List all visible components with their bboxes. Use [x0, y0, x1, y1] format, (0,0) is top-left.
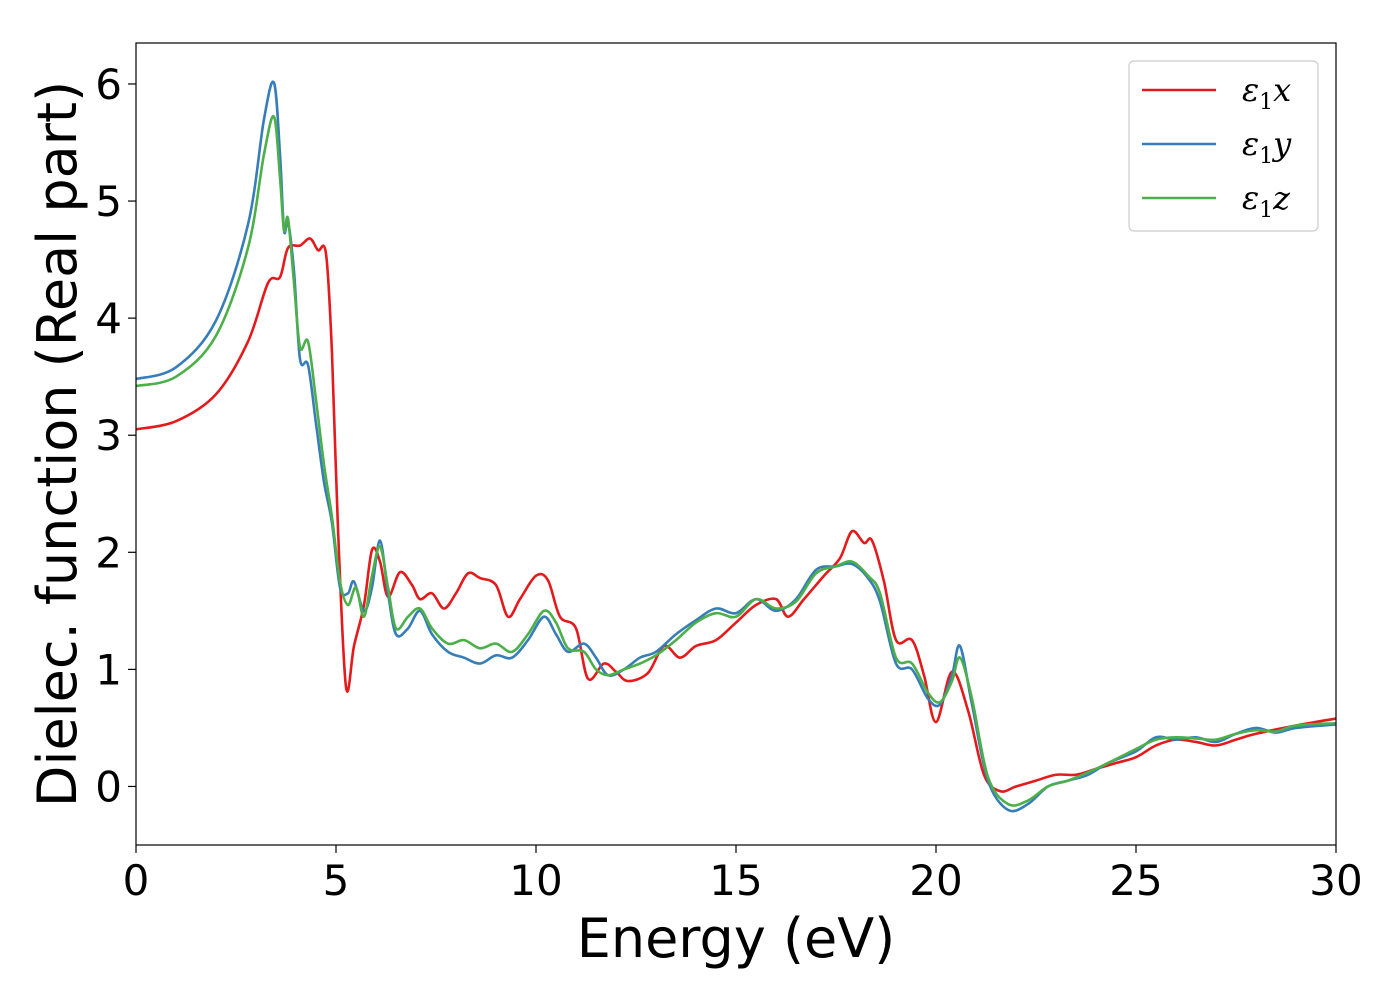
y-tick-label: 0	[95, 762, 122, 811]
series-line-z	[136, 115, 1336, 807]
y-tick-label: 1	[95, 645, 122, 694]
y-tick-label: 5	[95, 177, 122, 226]
y-tick-label: 4	[95, 294, 122, 343]
x-tick-label: 30	[1309, 856, 1362, 905]
legend-label: ε1z	[1242, 179, 1291, 223]
legend-box	[1128, 60, 1319, 232]
x-tick-label: 10	[509, 856, 562, 905]
legend-label: ε1y	[1242, 125, 1292, 169]
x-tick-label: 0	[123, 856, 150, 905]
y-tick-label: 6	[95, 60, 122, 109]
x-tick-label: 20	[909, 856, 962, 905]
legend-item-y: ε1y	[1142, 125, 1292, 169]
legend-item-z: ε1z	[1142, 179, 1291, 223]
legend: ε1x ε1y ε1z	[1128, 60, 1319, 232]
x-axis-label: Energy (eV)	[577, 907, 896, 970]
series-layer	[136, 80, 1336, 813]
y-axis-label: Dielec. function (Real part)	[26, 81, 89, 807]
y-tick-label: 2	[95, 528, 122, 577]
y-axis: 0 1 2 3 4 5 6	[95, 60, 136, 811]
series-line-x	[136, 237, 1336, 793]
x-tick-label: 15	[709, 856, 762, 905]
x-tick-label: 25	[1109, 856, 1162, 905]
x-axis: 0 5 10 15 20 25 30	[123, 845, 1363, 905]
legend-item-x: ε1x	[1142, 71, 1291, 115]
legend-label: ε1x	[1242, 71, 1291, 115]
x-tick-label: 5	[323, 856, 350, 905]
y-tick-label: 3	[95, 411, 122, 460]
